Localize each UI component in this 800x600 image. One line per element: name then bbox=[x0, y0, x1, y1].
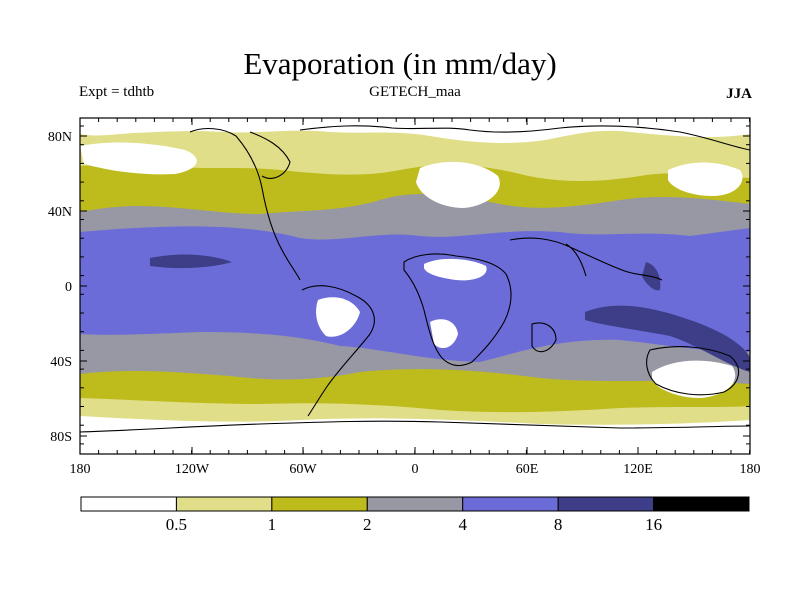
coast-africa bbox=[403, 253, 512, 367]
color-legend: 0.5 1 2 4 8 16 bbox=[80, 496, 750, 534]
coast-greenland bbox=[249, 131, 291, 179]
field-north-pale-band bbox=[80, 118, 750, 181]
legend-swatch bbox=[557, 496, 655, 512]
lon-labels: 180 120W 60W 0 60E 120E 180 bbox=[70, 462, 761, 477]
legend-swatch bbox=[462, 496, 559, 512]
legend-label: 4 bbox=[458, 515, 467, 534]
field-dark-patch-1 bbox=[585, 305, 750, 372]
legend-label: 16 bbox=[645, 515, 662, 534]
lon-label: 120E bbox=[623, 462, 653, 477]
experiment-label: Expt = tdhtb bbox=[79, 84, 155, 100]
map-field bbox=[80, 118, 750, 454]
map-title: Evaporation (in mm/day) bbox=[243, 46, 557, 81]
season-label: JJA bbox=[726, 86, 752, 102]
lon-label: 120W bbox=[175, 462, 210, 477]
coast-eurasia bbox=[299, 125, 750, 151]
field-south-america-white bbox=[316, 297, 360, 337]
lat-label: 40N bbox=[48, 205, 72, 220]
legend-label: 2 bbox=[363, 515, 372, 534]
coast-south-america bbox=[301, 285, 375, 417]
field-sahara-white bbox=[424, 258, 487, 281]
lon-label: 180 bbox=[70, 462, 91, 477]
field-australia-white bbox=[652, 360, 736, 398]
field-asia-white bbox=[416, 161, 500, 208]
coastlines bbox=[80, 125, 750, 433]
coast-australia bbox=[646, 346, 740, 396]
lat-label: 80N bbox=[48, 130, 72, 145]
field-antarctic-white bbox=[80, 416, 750, 454]
coast-asia-south bbox=[509, 237, 663, 281]
legend-label: 0.5 bbox=[166, 515, 187, 534]
field-south-africa-white bbox=[430, 319, 458, 349]
lat-label: 0 bbox=[65, 280, 72, 295]
lat-label: 80S bbox=[50, 430, 72, 445]
coast-india bbox=[565, 243, 587, 277]
model-label: GETECH_maa bbox=[369, 84, 461, 100]
legend-swatch bbox=[653, 496, 750, 512]
lon-label: 0 bbox=[412, 462, 419, 477]
lon-label: 60E bbox=[516, 462, 539, 477]
field-dark-patch-3 bbox=[150, 254, 232, 269]
lon-label: 60W bbox=[289, 462, 317, 477]
field-canada-white bbox=[80, 142, 197, 175]
field-siberia-white bbox=[668, 162, 743, 196]
map-ticks bbox=[79, 118, 751, 454]
legend-swatch bbox=[366, 496, 464, 512]
field-arctic-white bbox=[80, 118, 750, 143]
coast-north-america bbox=[189, 127, 301, 281]
legend-swatch bbox=[80, 496, 177, 512]
legend-swatch bbox=[175, 496, 273, 512]
coast-madagascar bbox=[531, 322, 557, 353]
legend-label: 8 bbox=[554, 515, 563, 534]
lat-label: 40S bbox=[50, 355, 72, 370]
coast-antarctica bbox=[80, 420, 750, 433]
legend-label: 1 bbox=[268, 515, 277, 534]
lon-label: 180 bbox=[740, 462, 761, 477]
lat-labels: 80N 40N 0 40S 80S bbox=[48, 130, 72, 445]
legend-swatch bbox=[271, 496, 368, 512]
